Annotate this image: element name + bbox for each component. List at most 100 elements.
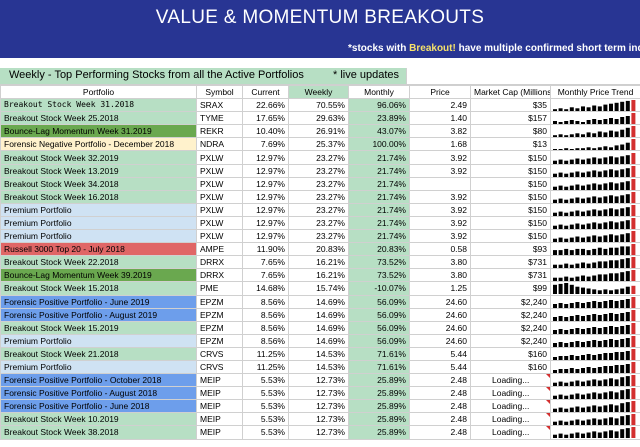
price-cell[interactable]: 2.48 [409,412,471,427]
symbol-cell[interactable]: PME [196,281,243,296]
current-cell[interactable]: 11.90% [242,242,289,257]
price-cell[interactable]: 3.92 [409,202,471,217]
price-cell[interactable]: 24.60 [409,333,471,348]
weekly-cell[interactable]: 20.83% [288,242,349,257]
weekly-cell[interactable]: 12.73% [288,399,349,414]
market-cap-cell[interactable]: $13 [470,137,551,152]
portfolio-cell[interactable]: Premium Portfolio [0,202,197,217]
price-cell[interactable]: 24.60 [409,294,471,309]
monthly-cell[interactable]: 56.09% [348,333,410,348]
portfolio-cell[interactable]: Breakout Stock Week 34.2018 [0,176,197,191]
portfolio-cell[interactable]: Breakout Stock Week 10.2019 [0,412,197,427]
market-cap-cell[interactable]: $731 [470,268,551,283]
price-cell[interactable]: 2.48 [409,386,471,401]
portfolio-cell[interactable]: Breakout Stock Week 15.2019 [0,320,197,335]
weekly-cell[interactable]: 23.27% [288,150,349,165]
weekly-cell[interactable]: 14.69% [288,320,349,335]
market-cap-cell[interactable]: $2,240 [470,320,551,335]
market-cap-cell[interactable]: $150 [470,229,551,244]
symbol-cell[interactable]: EPZM [196,320,243,335]
symbol-cell[interactable]: PXLW [196,202,243,217]
current-cell[interactable]: 14.68% [242,281,289,296]
symbol-cell[interactable]: MEIP [196,399,243,414]
monthly-cell[interactable]: 56.09% [348,307,410,322]
portfolio-cell[interactable]: Breakout Stock Week 25.2018 [0,111,197,126]
portfolio-cell[interactable]: Breakout Stock Week 15.2018 [0,281,197,296]
portfolio-cell[interactable]: Breakout Stock Week 13.2019 [0,163,197,178]
monthly-cell[interactable]: 21.74% [348,150,410,165]
current-cell[interactable]: 5.53% [242,399,289,414]
market-cap-cell[interactable]: $150 [470,176,551,191]
portfolio-cell[interactable]: Breakout Stock Week 38.2018 [0,425,197,440]
portfolio-cell[interactable]: Forensic Positive Portfolio - October 20… [0,373,197,388]
portfolio-cell[interactable]: Bounce-Lag Momentum Week 39.2019 [0,268,197,283]
weekly-cell[interactable]: 14.53% [288,346,349,361]
market-cap-cell[interactable]: $150 [470,163,551,178]
header-monthly[interactable]: Monthly [348,84,410,100]
portfolio-cell[interactable]: Forensic Negative Portfolio - December 2… [0,137,197,152]
weekly-cell[interactable]: 23.27% [288,163,349,178]
market-cap-cell[interactable]: $2,240 [470,294,551,309]
weekly-cell[interactable]: 16.21% [288,268,349,283]
symbol-cell[interactable]: TYME [196,111,243,126]
current-cell[interactable]: 5.53% [242,412,289,427]
price-cell[interactable] [409,176,471,191]
symbol-cell[interactable]: NDRA [196,137,243,152]
current-cell[interactable]: 22.66% [242,98,289,113]
weekly-cell[interactable]: 12.73% [288,425,349,440]
symbol-cell[interactable]: AMPE [196,242,243,257]
portfolio-cell[interactable]: Breakout Stock Week 32.2019 [0,150,197,165]
portfolio-cell[interactable]: Forensic Positive Portfolio - August 201… [0,307,197,322]
symbol-cell[interactable]: CRVS [196,359,243,375]
weekly-cell[interactable]: 29.63% [288,111,349,126]
portfolio-cell[interactable]: Premium Portfolio [0,215,197,231]
monthly-cell[interactable]: 21.74% [348,189,410,204]
market-cap-cell[interactable]: $160 [470,346,551,361]
symbol-cell[interactable]: MEIP [196,412,243,427]
price-cell[interactable]: 3.92 [409,163,471,178]
symbol-cell[interactable]: EPZM [196,294,243,309]
price-cell[interactable]: 3.92 [409,215,471,231]
weekly-cell[interactable]: 15.74% [288,281,349,296]
weekly-cell[interactable]: 26.91% [288,124,349,139]
monthly-cell[interactable]: 71.61% [348,359,410,375]
symbol-cell[interactable]: MEIP [196,373,243,388]
symbol-cell[interactable]: EPZM [196,307,243,322]
market-cap-cell[interactable]: $150 [470,150,551,165]
monthly-cell[interactable]: 56.09% [348,320,410,335]
price-cell[interactable]: 24.60 [409,320,471,335]
price-cell[interactable]: 5.44 [409,346,471,361]
weekly-cell[interactable]: 23.27% [288,229,349,244]
monthly-cell[interactable]: 43.07% [348,124,410,139]
current-cell[interactable]: 5.53% [242,373,289,388]
weekly-cell[interactable]: 14.53% [288,359,349,375]
monthly-cell[interactable]: 96.06% [348,98,410,113]
current-cell[interactable]: 12.97% [242,189,289,204]
current-cell[interactable]: 10.40% [242,124,289,139]
market-cap-cell[interactable]: $80 [470,124,551,139]
weekly-cell[interactable]: 23.27% [288,176,349,191]
monthly-cell[interactable]: 25.89% [348,412,410,427]
monthly-cell[interactable]: 21.74% [348,176,410,191]
current-cell[interactable]: 11.25% [242,346,289,361]
market-cap-cell[interactable]: $160 [470,359,551,375]
weekly-cell[interactable]: 23.27% [288,215,349,231]
portfolio-cell[interactable]: Breakout Stock Week 31.2018 [0,98,197,113]
current-cell[interactable]: 7.65% [242,255,289,270]
market-cap-cell[interactable]: $150 [470,189,551,204]
symbol-cell[interactable]: PXLW [196,163,243,178]
market-cap-cell[interactable]: $99 [470,281,551,296]
market-cap-cell[interactable]: $150 [470,202,551,217]
price-cell[interactable]: 0.58 [409,242,471,257]
weekly-cell[interactable]: 25.37% [288,137,349,152]
current-cell[interactable]: 12.97% [242,215,289,231]
market-cap-cell[interactable]: $35 [470,98,551,113]
market-cap-cell[interactable]: $93 [470,242,551,257]
monthly-cell[interactable]: -10.07% [348,281,410,296]
price-cell[interactable]: 2.49 [409,98,471,113]
weekly-cell[interactable]: 14.69% [288,294,349,309]
current-cell[interactable]: 8.56% [242,307,289,322]
portfolio-cell[interactable]: Breakout Stock Week 22.2018 [0,255,197,270]
current-cell[interactable]: 12.97% [242,176,289,191]
header-symbol[interactable]: Symbol [196,84,243,100]
